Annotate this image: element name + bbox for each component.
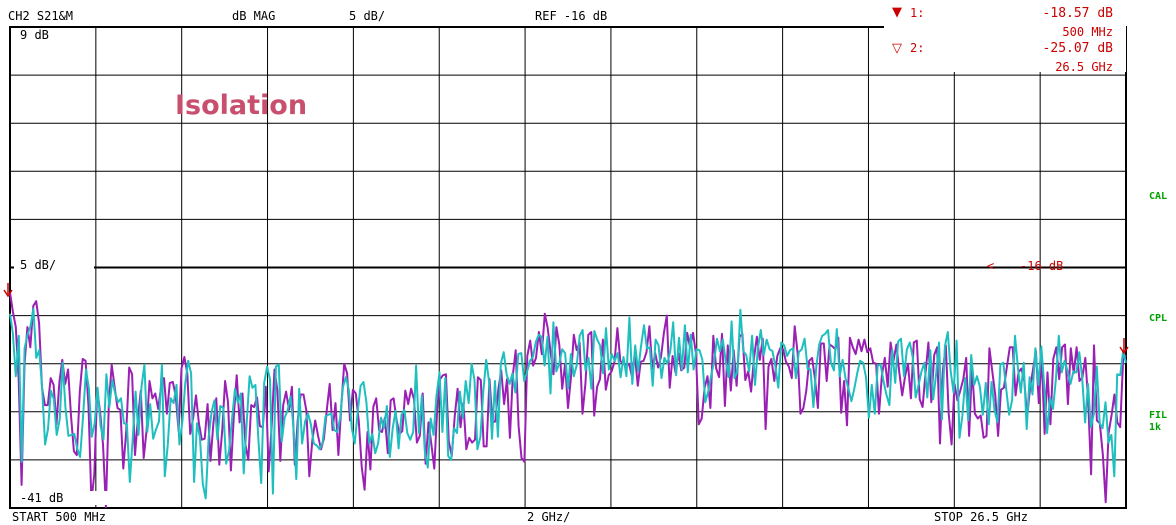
marker-2-frequency: 26.5 GHz [1055, 60, 1113, 74]
scale-label: 5 dB/ [349, 9, 385, 23]
marker-readout-box [884, 2, 1126, 72]
ref-position-arrow-left [3, 283, 13, 298]
mid-axis-label: 5 dB/ [20, 258, 56, 272]
trace-series-1 [9, 292, 1127, 508]
reference-label: REF -16 dB [535, 9, 607, 23]
marker-2-symbol: ▽ [892, 41, 902, 56]
channel-label: CH2 S21&M [8, 9, 73, 23]
ref-line-label: -16 dB [1020, 259, 1063, 273]
bottom-axis-label: -41 dB [20, 491, 63, 505]
traces [9, 292, 1127, 508]
marker-1-frequency: 500 MHz [1062, 25, 1113, 39]
chart-title: Isolation [175, 90, 307, 121]
top-axis-label: 9 dB [20, 28, 49, 42]
fil-status-label: FIL [1149, 410, 1167, 421]
cpl-status-label: CPL [1149, 313, 1167, 324]
ref-arrow: < [987, 259, 994, 273]
start-frequency-label: START 500 MHz [12, 510, 106, 524]
marker-1-symbol: ▼ [892, 5, 902, 20]
trace-series-2 [9, 307, 1127, 500]
cal-status-label: CAL [1149, 191, 1167, 202]
span-label: 2 GHz/ [527, 510, 570, 524]
stop-frequency-label: STOP 26.5 GHz [934, 510, 1028, 524]
marker-2-label: 2: [910, 41, 924, 55]
ref-position-arrow-right [1119, 338, 1129, 355]
marker-1-label: 1: [910, 6, 924, 20]
marker-2-value: -25.07 dB [1043, 41, 1114, 56]
marker-1-value: -18.57 dB [1043, 6, 1114, 21]
format-label: dB MAG [232, 9, 275, 23]
fil-bandwidth-label: 1k [1149, 422, 1161, 433]
